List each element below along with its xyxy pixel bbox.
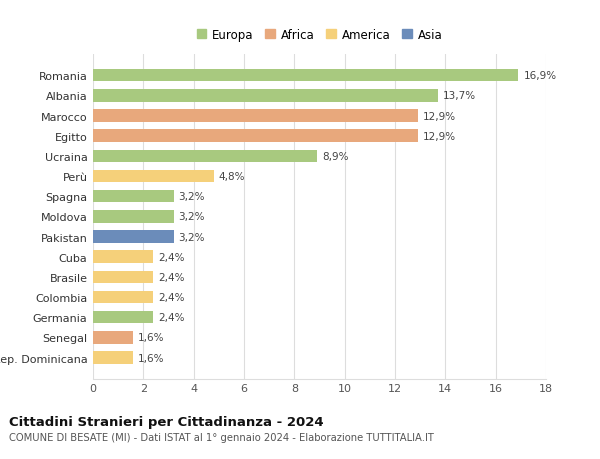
Text: 3,2%: 3,2% <box>179 212 205 222</box>
Bar <box>93 130 418 143</box>
Text: 16,9%: 16,9% <box>523 71 556 81</box>
Text: 12,9%: 12,9% <box>422 131 456 141</box>
Text: 4,8%: 4,8% <box>219 172 245 182</box>
Text: 3,2%: 3,2% <box>179 232 205 242</box>
Text: 12,9%: 12,9% <box>422 111 456 121</box>
Bar <box>93 110 418 123</box>
Bar <box>93 352 133 364</box>
Bar <box>93 211 173 223</box>
Text: 1,6%: 1,6% <box>139 333 165 342</box>
Bar <box>93 311 154 324</box>
Text: 8,9%: 8,9% <box>322 151 349 162</box>
Text: Cittadini Stranieri per Cittadinanza - 2024: Cittadini Stranieri per Cittadinanza - 2… <box>9 415 323 428</box>
Text: 2,4%: 2,4% <box>158 272 185 282</box>
Text: 13,7%: 13,7% <box>443 91 476 101</box>
Text: 1,6%: 1,6% <box>139 353 165 363</box>
Text: COMUNE DI BESATE (MI) - Dati ISTAT al 1° gennaio 2024 - Elaborazione TUTTITALIA.: COMUNE DI BESATE (MI) - Dati ISTAT al 1°… <box>9 432 434 442</box>
Legend: Europa, Africa, America, Asia: Europa, Africa, America, Asia <box>197 28 442 42</box>
Text: 2,4%: 2,4% <box>158 252 185 262</box>
Bar <box>93 291 154 303</box>
Bar <box>93 271 154 284</box>
Text: 2,4%: 2,4% <box>158 313 185 323</box>
Text: 3,2%: 3,2% <box>179 192 205 202</box>
Text: 2,4%: 2,4% <box>158 292 185 302</box>
Bar <box>93 231 173 243</box>
Bar <box>93 70 518 82</box>
Bar <box>93 190 173 203</box>
Bar <box>93 90 438 102</box>
Bar <box>93 150 317 163</box>
Bar <box>93 331 133 344</box>
Bar <box>93 170 214 183</box>
Bar <box>93 251 154 263</box>
